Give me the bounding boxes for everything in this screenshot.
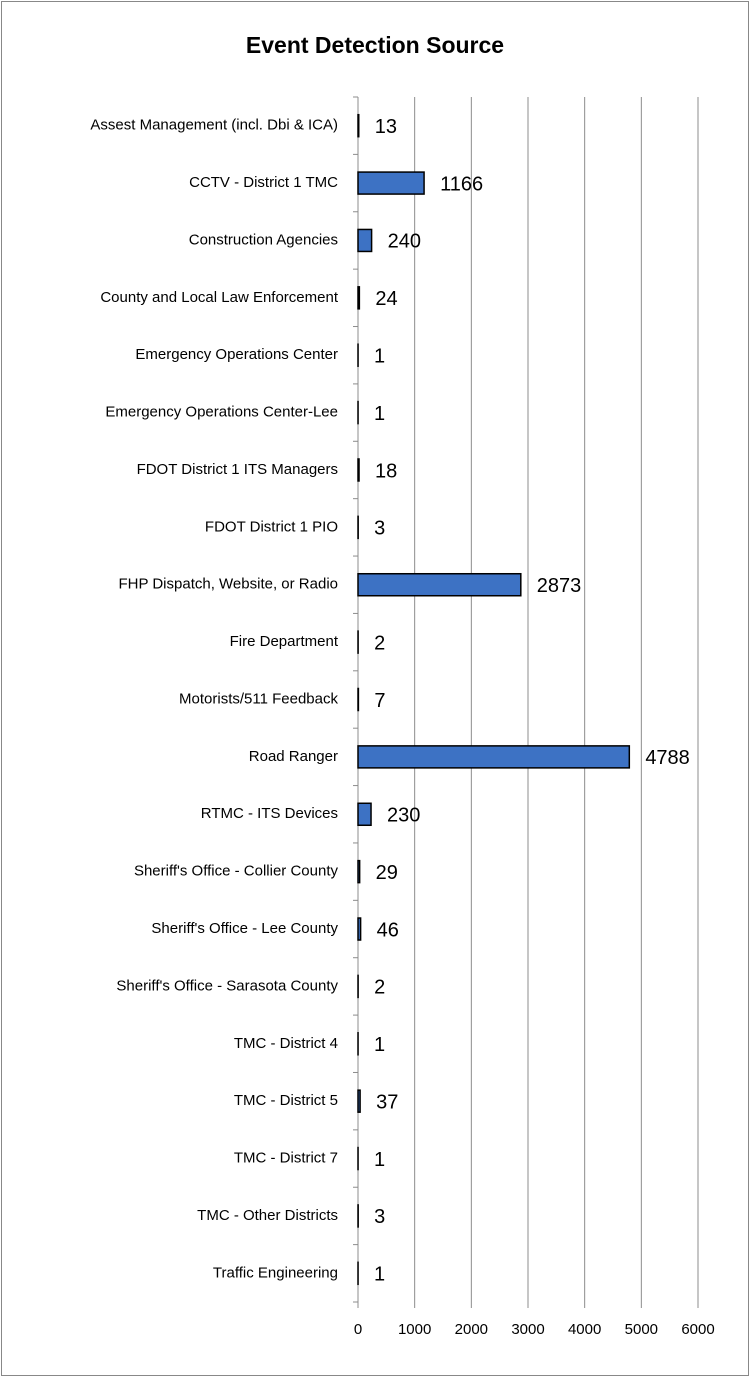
- y-tick-label: Sheriff's Office - Sarasota County: [116, 977, 338, 994]
- y-tick-label: TMC - District 5: [234, 1092, 338, 1109]
- y-tick-label: Road Ranger: [249, 748, 338, 765]
- y-tick-label: TMC - Other Districts: [197, 1207, 338, 1224]
- bar: [357, 113, 360, 138]
- x-tick-label: 5000: [625, 1321, 658, 1338]
- y-tick-label: RTMC - ITS Devices: [201, 805, 338, 822]
- chart-title: Event Detection Source: [246, 32, 504, 58]
- y-tick-label: Emergency Operations Center: [135, 346, 338, 363]
- data-label: 1: [374, 1034, 385, 1056]
- y-tick-label: FDOT District 1 PIO: [205, 518, 338, 535]
- bar: [357, 171, 425, 195]
- x-tick-label: 3000: [511, 1321, 544, 1338]
- bar: [357, 917, 362, 941]
- y-tick-label: Emergency Operations Center-Lee: [105, 404, 338, 421]
- data-label: 37: [376, 1091, 398, 1113]
- y-tick-label: FDOT District 1 ITS Managers: [137, 461, 338, 478]
- x-tick-label: 0: [354, 1321, 362, 1338]
- y-tick-label: County and Local Law Enforcement: [100, 289, 338, 306]
- data-label: 1: [374, 403, 385, 425]
- bar: [357, 745, 631, 769]
- y-tick-label: Motorists/511 Feedback: [179, 690, 338, 707]
- bar: [357, 859, 361, 884]
- data-label: 1166: [440, 173, 483, 195]
- bar: [357, 228, 373, 253]
- data-label: 7: [374, 690, 385, 712]
- data-label: 1: [374, 1264, 385, 1286]
- y-tick-label: FHP Dispatch, Website, or Radio: [118, 576, 338, 593]
- data-label: 24: [375, 288, 397, 310]
- data-label: 3: [374, 1206, 385, 1228]
- data-label: 2: [374, 632, 385, 654]
- data-label: 18: [375, 460, 397, 482]
- y-tick-label: Traffic Engineering: [213, 1264, 338, 1281]
- data-label: 2: [374, 977, 385, 999]
- data-label: 29: [376, 862, 398, 884]
- bar: [357, 458, 360, 482]
- data-label: 1: [374, 1149, 385, 1171]
- x-tick-label: 6000: [681, 1321, 714, 1338]
- x-tick-label: 4000: [568, 1321, 601, 1338]
- bar: [357, 572, 522, 597]
- data-label: 3: [374, 518, 385, 540]
- bar: [357, 286, 361, 310]
- y-tick-label: Fire Department: [230, 633, 339, 650]
- y-tick-label: Assest Management (incl. Dbi & ICA): [90, 117, 338, 134]
- data-label: 240: [388, 231, 421, 253]
- x-tick-label: 1000: [398, 1321, 431, 1338]
- y-tick-label: Construction Agencies: [189, 231, 338, 248]
- y-tick-label: TMC - District 7: [234, 1150, 338, 1167]
- data-label: 230: [387, 805, 420, 827]
- data-label: 2873: [537, 575, 582, 597]
- y-tick-label: Sheriff's Office - Collier County: [134, 863, 339, 880]
- data-label: 1: [374, 345, 385, 367]
- data-label: 46: [377, 919, 399, 941]
- y-tick-label: TMC - District 4: [234, 1035, 338, 1052]
- y-tick-label: CCTV - District 1 TMC: [189, 174, 338, 191]
- data-label: 13: [375, 116, 397, 138]
- y-tick-label: Sheriff's Office - Lee County: [151, 920, 338, 937]
- x-tick-label: 2000: [455, 1321, 488, 1338]
- data-label: 4788: [645, 747, 690, 769]
- bar: [357, 1089, 361, 1113]
- bar: [357, 802, 372, 827]
